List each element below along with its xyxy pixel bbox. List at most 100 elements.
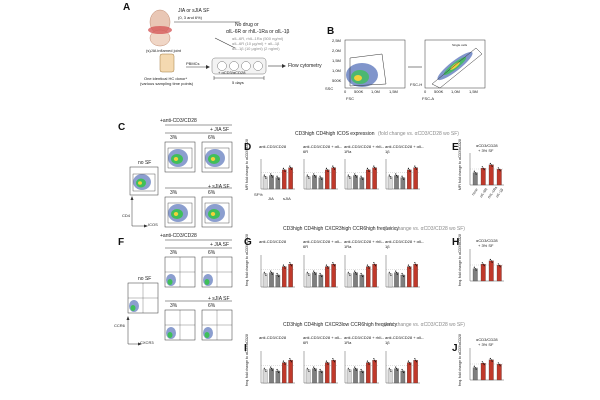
i-chart-4-dot-4-0 — [414, 358, 416, 360]
d-chart-2-dot-1-0 — [313, 173, 315, 175]
i-chart-3-dot-2-2 — [362, 371, 364, 374]
c-sjia-label: + sJIA SF — [208, 184, 230, 190]
i-chart-3-dot-1-0 — [354, 366, 356, 368]
g-chart-2-dot-0-0 — [306, 271, 308, 273]
d-chart-3-dot-1-1 — [354, 174, 357, 177]
g-chart-2-dot-3-0 — [325, 264, 328, 266]
g-sub-3: anti-CD3/CD28 + rhIL-1Ra — [344, 239, 384, 249]
e-dot-2-2 — [491, 165, 493, 167]
d-chart-1-dot-2-2 — [278, 178, 280, 180]
d-chart-1-dot-3-0 — [282, 167, 285, 169]
g-sub-1: anti-CD3/CD28 — [259, 239, 287, 244]
d-chart-3-dot-2-1 — [361, 177, 363, 179]
e-dot-0-0 — [473, 170, 475, 172]
g-chart-3-dot-3-2 — [368, 267, 370, 269]
i-chart-4-dot-2-1 — [402, 370, 404, 372]
e-dot-1-1 — [482, 167, 484, 169]
panel-letter-j: J — [452, 343, 458, 354]
c-plot-nosf — [129, 166, 159, 196]
i-chart-1-dot-2-0 — [276, 368, 278, 371]
i-chart-2-dot-1-2 — [314, 369, 316, 371]
j-dot-0-2 — [475, 368, 477, 370]
d-chart-3-dot-4-0 — [373, 165, 375, 167]
f-pct6-top: 6% — [208, 250, 216, 256]
g-header-note: (fold change vs. αCD3/CD28 wo SF) — [384, 226, 465, 232]
c-yaxis: CD4 — [122, 213, 131, 218]
i-chart-3-dot-0-2 — [349, 370, 351, 372]
d-chart-2-dot-2-1 — [320, 177, 322, 179]
g-chart-4-dot-4-0 — [414, 262, 416, 264]
d-chart-2-dot-1-1 — [313, 174, 316, 177]
d-chart-4-dot-1-1 — [395, 174, 398, 177]
g-chart-2-dot-4-2 — [333, 265, 336, 267]
b-ytick-5: 500K — [332, 78, 342, 83]
d-sub-4: anti-CD3/CD28 + αIL-1β — [385, 144, 424, 154]
g-chart-4-dot-1-0 — [395, 270, 397, 272]
d-chart-1-dot-3-2 — [284, 170, 286, 172]
g-chart-2-dot-2-1 — [320, 274, 322, 276]
c-plot-jia-3 — [164, 141, 196, 173]
e-dot-3-0 — [497, 167, 499, 169]
f-title: +anti-CD3/CD28 — [160, 233, 197, 239]
cell-gate — [349, 53, 387, 87]
drug-line-1: No drug or — [235, 22, 259, 28]
i-chart-2-dot-0-0 — [306, 367, 308, 369]
j-dot-3-0 — [497, 362, 499, 364]
c-nosf-label: no SF — [138, 160, 152, 166]
d-chart-1-dot-1-2 — [271, 176, 273, 178]
d-chart-2-dot-3-2 — [327, 170, 329, 172]
i-chart-4-dot-1-2 — [396, 369, 398, 371]
g-chart-1-dot-2-2 — [278, 275, 280, 278]
g-chart-3-dot-0-1 — [348, 273, 350, 275]
g-chart-1-dot-4-1 — [290, 263, 292, 265]
c-pct3-bottom: 3% — [170, 190, 178, 196]
panel-letter-g: G — [244, 237, 252, 248]
f-plot-nosf — [127, 282, 159, 314]
d-chart-4-dot-1-0 — [395, 173, 397, 175]
b-ytick-4: 1,0M — [332, 68, 341, 73]
d-chart-3-dot-4-2 — [374, 168, 377, 170]
f-pct3-top: 3% — [170, 250, 178, 256]
d-sub-3: anti-CD3/CD28 + rhIL-1Ra — [344, 144, 384, 154]
singlet-gate — [431, 47, 483, 89]
i-sub-2: anti-CD3/CD28 + αIL-6R — [303, 335, 342, 345]
f-jia-label: + JIA SF — [210, 242, 230, 248]
c-xaxis: ICOS — [148, 222, 158, 227]
d-sub-1: anti-CD3/CD28 — [259, 144, 287, 149]
i-chart-4-dot-0-1 — [389, 369, 391, 371]
i-sub-4: anti-CD3/CD28 + αIL-1β — [385, 335, 424, 345]
g-sub-2: anti-CD3/CD28 + αIL-6R — [303, 239, 342, 249]
d-chart-3-dot-3-1 — [367, 169, 369, 171]
g-chart-1-dot-3-0 — [282, 264, 285, 266]
g-chart-3-dot-4-1 — [374, 263, 376, 265]
panel-letter-i: I — [244, 343, 247, 354]
b-xtick-r3: 1,0M — [451, 89, 460, 94]
e-dot-0-1 — [474, 172, 476, 174]
d-chart-2-dot-4-0 — [332, 165, 334, 167]
g-chart-2-dot-1-2 — [314, 273, 316, 275]
g-chart-4-dot-2-0 — [401, 272, 403, 275]
d-header-note: (fold change vs. αCD3/CD28 wo SF) — [378, 131, 459, 137]
g-chart-4-dot-0-2 — [390, 274, 392, 276]
i-chart-2-dot-3-0 — [325, 360, 328, 362]
i-chart-1-dot-2-1 — [277, 370, 279, 372]
b-xtick-2: 500K — [354, 89, 364, 94]
f-plot-jia-6 — [201, 256, 233, 288]
g-chart-2-dot-4-1 — [333, 263, 335, 265]
g-header-main: CD3high CD4high CXCR3high CCR6high frequ… — [283, 226, 399, 232]
d-chart-3-dot-1-2 — [355, 176, 357, 178]
f-plot-sjia-6 — [201, 309, 233, 341]
f-sjia-label: + sJIA SF — [208, 296, 230, 302]
h-dot-1-1 — [482, 263, 484, 265]
c-pct6-bottom: 6% — [208, 190, 216, 196]
h-dot-2-1 — [490, 260, 492, 262]
c-plot-jia-6 — [201, 141, 233, 173]
e-dot-2-1 — [490, 164, 492, 166]
e-dot-3-1 — [498, 168, 500, 170]
g-chart-1-dot-2-1 — [277, 274, 279, 276]
g-chart-2-dot-1-1 — [313, 272, 316, 274]
d-chart-3-dot-3-2 — [368, 170, 370, 172]
